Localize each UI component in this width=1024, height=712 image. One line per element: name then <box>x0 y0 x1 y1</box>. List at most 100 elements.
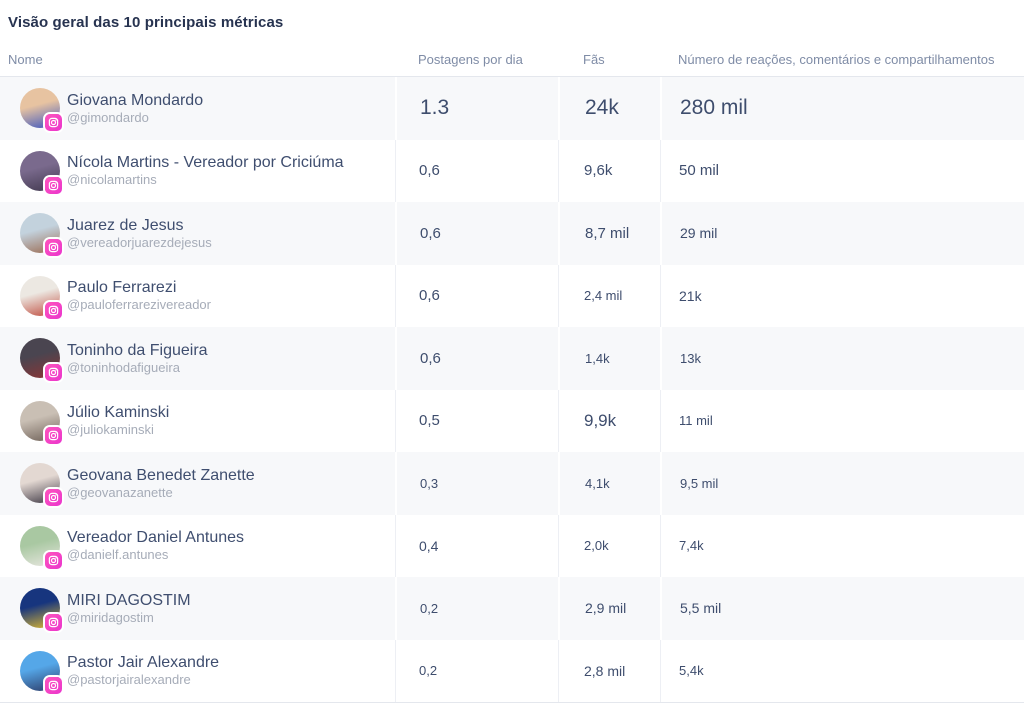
metrics-overview-panel: Visão geral das 10 principais métricas N… <box>0 14 1024 703</box>
reactions-cell: 7,4k <box>660 514 1024 577</box>
profile-handle: @pastorjairalexandre <box>67 672 191 688</box>
fans-cell: 9,6k <box>558 139 660 202</box>
profile-name: Giovana Mondardo <box>67 91 204 109</box>
fans-value: 2,9 mil <box>585 600 627 617</box>
profile-handle: @nicolamartins <box>67 172 157 188</box>
posts-cell: 1.3 <box>395 77 558 140</box>
table-row: MIRI DAGOSTIM @miridagostim 0,2 2,9 mil 5,5 … <box>0 577 1024 640</box>
reactions-cell: 9,5 mil <box>660 452 1024 515</box>
profile-name: Juarez de Jesus <box>67 216 184 234</box>
posts-cell: 0,2 <box>395 639 558 702</box>
reactions-value: 7,4k <box>679 538 704 554</box>
profile-name: Vereador Daniel Antunes <box>67 529 245 547</box>
table-row: Júlio Kaminski @juliokaminski 0,5 9,9k 11 mi… <box>0 389 1024 453</box>
profile-text-block: Júlio Kaminski @juliokaminski <box>67 403 169 438</box>
profile-text-block: Vereador Daniel Antunes @danielf.antunes <box>67 528 244 563</box>
profile-name: Geovana Benedet Zanette <box>67 466 255 484</box>
instagram-icon <box>45 176 62 194</box>
reactions-value: 50 mil <box>679 162 720 180</box>
table-row: Vereador Daniel Antunes @danielf.antunes 0… <box>0 514 1024 578</box>
reactions-cell: 29 mil <box>660 202 1024 265</box>
profile-cell: Paulo Ferrarezi @pauloferrarezivereador <box>0 265 395 328</box>
reactions-cell: 11 mil <box>660 389 1024 452</box>
avatar <box>20 525 62 569</box>
instagram-icon <box>45 489 62 507</box>
profile-cell: Júlio Kaminski @juliokaminski <box>0 390 395 453</box>
fans-cell: 2,0k <box>558 514 660 577</box>
posts-cell: 0,4 <box>395 514 558 577</box>
fans-cell: 2,8 mil <box>558 639 660 702</box>
avatar <box>20 150 62 194</box>
profile-handle: @geovanazanette <box>67 484 173 500</box>
posts-per-day-value: 1.3 <box>420 96 450 120</box>
profile-handle: @toninhodafigueira <box>67 359 180 375</box>
instagram-icon <box>45 551 62 569</box>
profile-handle: @danielf.antunes <box>67 547 169 563</box>
posts-cell: 0,5 <box>395 389 558 452</box>
profile-name: Toninho da Figueira <box>67 341 208 359</box>
profile-cell: Vereador Daniel Antunes @danielf.antunes <box>0 515 395 578</box>
reactions-cell: 21k <box>660 264 1024 327</box>
profile-cell: Geovana Benedet Zanette @geovanazanette <box>0 452 395 515</box>
avatar <box>20 275 62 319</box>
reactions-value: 5,4k <box>679 663 704 679</box>
page-title: Visão geral das 10 principais métricas <box>8 14 284 31</box>
reactions-value: 21k <box>679 287 702 304</box>
avatar <box>20 463 62 507</box>
posts-per-day-value: 0,6 <box>420 224 441 242</box>
reactions-cell: 5,4k <box>660 639 1024 702</box>
avatar <box>20 338 62 382</box>
posts-per-day-value: 0,6 <box>419 162 440 180</box>
profile-name: MIRI DAGOSTIM <box>67 591 191 609</box>
fans-cell: 24k <box>558 77 660 140</box>
avatar <box>20 650 62 694</box>
posts-cell: 0,6 <box>395 202 558 265</box>
instagram-icon <box>45 426 62 444</box>
fans-value: 8,7 mil <box>585 224 630 242</box>
profile-handle: @miridagostim <box>67 609 154 625</box>
fans-cell: 8,7 mil <box>558 202 660 265</box>
profile-text-block: Juarez de Jesus @vereadorjuarezdejesus <box>67 216 212 251</box>
profile-name: Pastor Jair Alexandre <box>67 654 220 672</box>
instagram-icon <box>45 676 62 694</box>
table-header: Nome Postagens por dia Fãs Número de rea… <box>0 52 1024 77</box>
fans-cell: 2,4 mil <box>558 264 660 327</box>
fans-value: 2,4 mil <box>584 288 623 304</box>
reactions-value: 29 mil <box>680 225 718 242</box>
posts-cell: 0,6 <box>395 327 558 390</box>
avatar <box>20 213 62 257</box>
reactions-cell: 50 mil <box>660 139 1024 202</box>
profile-name: Paulo Ferrarezi <box>67 279 177 297</box>
fans-value: 9,9k <box>584 410 617 430</box>
fans-value: 2,0k <box>584 538 609 554</box>
fans-cell: 9,9k <box>558 389 660 452</box>
posts-cell: 0,6 <box>395 264 558 327</box>
instagram-icon <box>45 239 62 257</box>
instagram-icon <box>45 364 62 382</box>
profile-handle: @vereadorjuarezdejesus <box>67 234 212 250</box>
fans-cell: 2,9 mil <box>558 577 660 640</box>
reactions-value: 5,5 mil <box>680 600 722 617</box>
profile-handle: @juliokaminski <box>67 422 154 438</box>
reactions-value: 13k <box>680 350 701 366</box>
avatar <box>20 88 62 132</box>
posts-per-day-value: 0,5 <box>419 412 440 430</box>
fans-cell: 1,4k <box>558 327 660 390</box>
avatar <box>20 588 62 632</box>
table-row: Paulo Ferrarezi @pauloferrarezivereador 0,… <box>0 264 1024 328</box>
posts-cell: 0,6 <box>395 139 558 202</box>
posts-cell: 0,3 <box>395 452 558 515</box>
profile-text-block: Nícola Martins - Vereador por Criciúma @n… <box>67 153 344 188</box>
fans-value: 24k <box>585 96 619 120</box>
posts-per-day-value: 0,4 <box>419 537 439 554</box>
profile-handle: @pauloferrarezivereador <box>67 297 211 313</box>
avatar <box>20 400 62 444</box>
table-row: Pastor Jair Alexandre @pastorjairalexandr… <box>0 639 1024 702</box>
posts-per-day-value: 0,6 <box>420 349 441 367</box>
fans-value: 4,1k <box>585 475 610 491</box>
profile-name: Nícola Martins - Vereador por Criciúma <box>67 154 344 172</box>
instagram-icon <box>45 614 62 632</box>
posts-cell: 0,2 <box>395 577 558 640</box>
reactions-value: 11 mil <box>679 413 713 429</box>
profile-text-block: Pastor Jair Alexandre @pastorjairalexandr… <box>67 653 219 688</box>
